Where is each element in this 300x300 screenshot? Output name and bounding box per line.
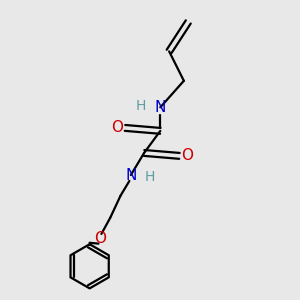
Text: N: N xyxy=(125,167,136,182)
Text: O: O xyxy=(112,120,124,135)
Text: O: O xyxy=(181,148,193,164)
Text: O: O xyxy=(94,231,106,246)
Text: N: N xyxy=(154,100,166,115)
Text: H: H xyxy=(136,99,146,113)
Text: H: H xyxy=(145,170,155,184)
